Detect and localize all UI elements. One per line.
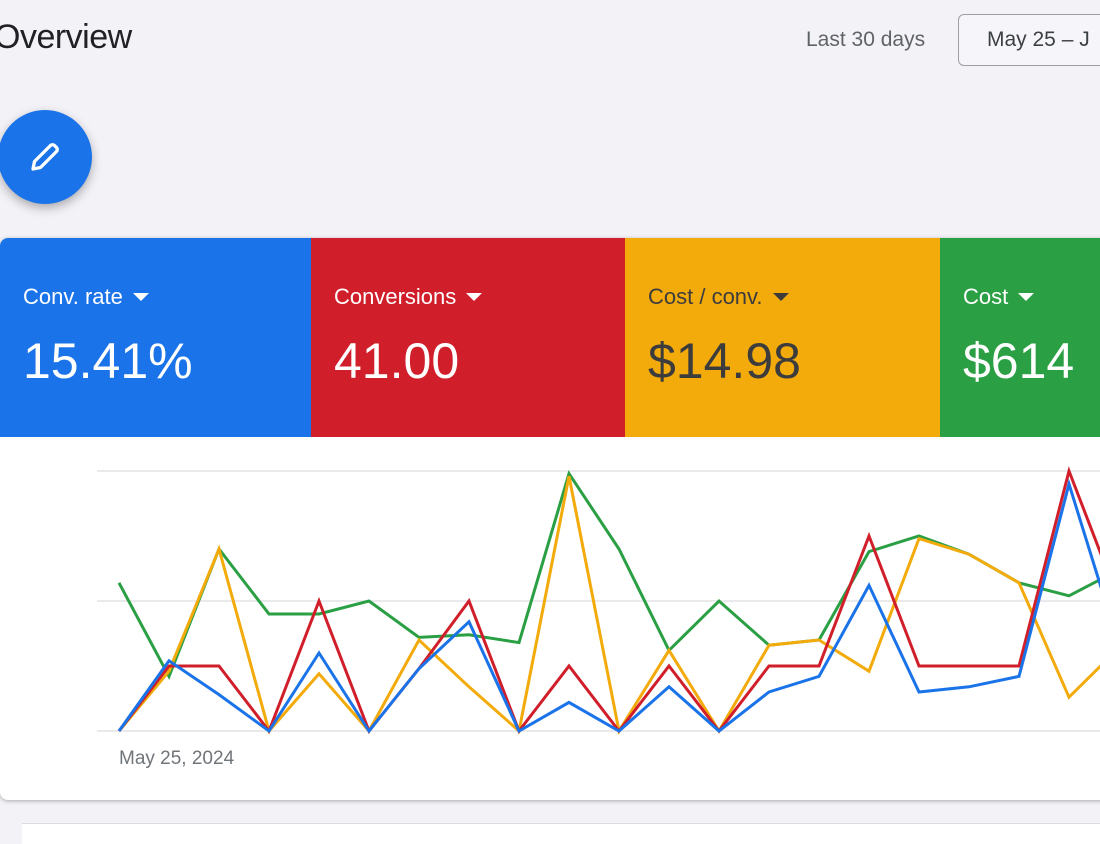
metric-value: $14.98 [648,333,801,389]
x-axis-start-label: May 25, 2024 [119,748,235,769]
date-range-picker[interactable]: May 25 – J [958,14,1100,66]
metric-tile-conversions[interactable]: Conversions 41.00 [311,238,625,437]
metric-value: $614 [963,333,1075,389]
next-card [22,823,1100,844]
dropdown-arrow-icon[interactable] [772,293,789,301]
dropdown-arrow-icon[interactable] [132,293,149,301]
series-line-cost [117,470,1100,680]
metric-label: Cost [963,284,1009,309]
date-range-label: Last 30 days [806,28,926,51]
pencil-icon [31,143,59,171]
metric-tile-conv-rate[interactable]: Conv. rate 15.41% [0,238,311,437]
metric-label: Conv. rate [23,284,123,309]
metric-tile-cost[interactable]: Cost $614 [940,238,1100,437]
dropdown-arrow-icon[interactable] [1018,293,1035,301]
series-line-conv-rate [117,478,1100,734]
dropdown-arrow-icon[interactable] [466,293,483,301]
metric-value: 41.00 [334,333,460,389]
performance-line-chart [97,466,1100,736]
metric-tile-cost-per-conv[interactable]: Cost / conv. $14.98 [625,238,940,437]
metric-label: Cost / conv. [648,284,763,309]
page-title: Overview [0,18,132,56]
performance-card: Conv. rate 15.41% Conversions 41.00 Cost… [0,238,1100,800]
edit-button[interactable] [0,110,92,204]
metric-value: 15.41% [23,333,193,389]
series-line-cost-conv- [117,475,1100,736]
metric-label: Conversions [334,284,457,309]
